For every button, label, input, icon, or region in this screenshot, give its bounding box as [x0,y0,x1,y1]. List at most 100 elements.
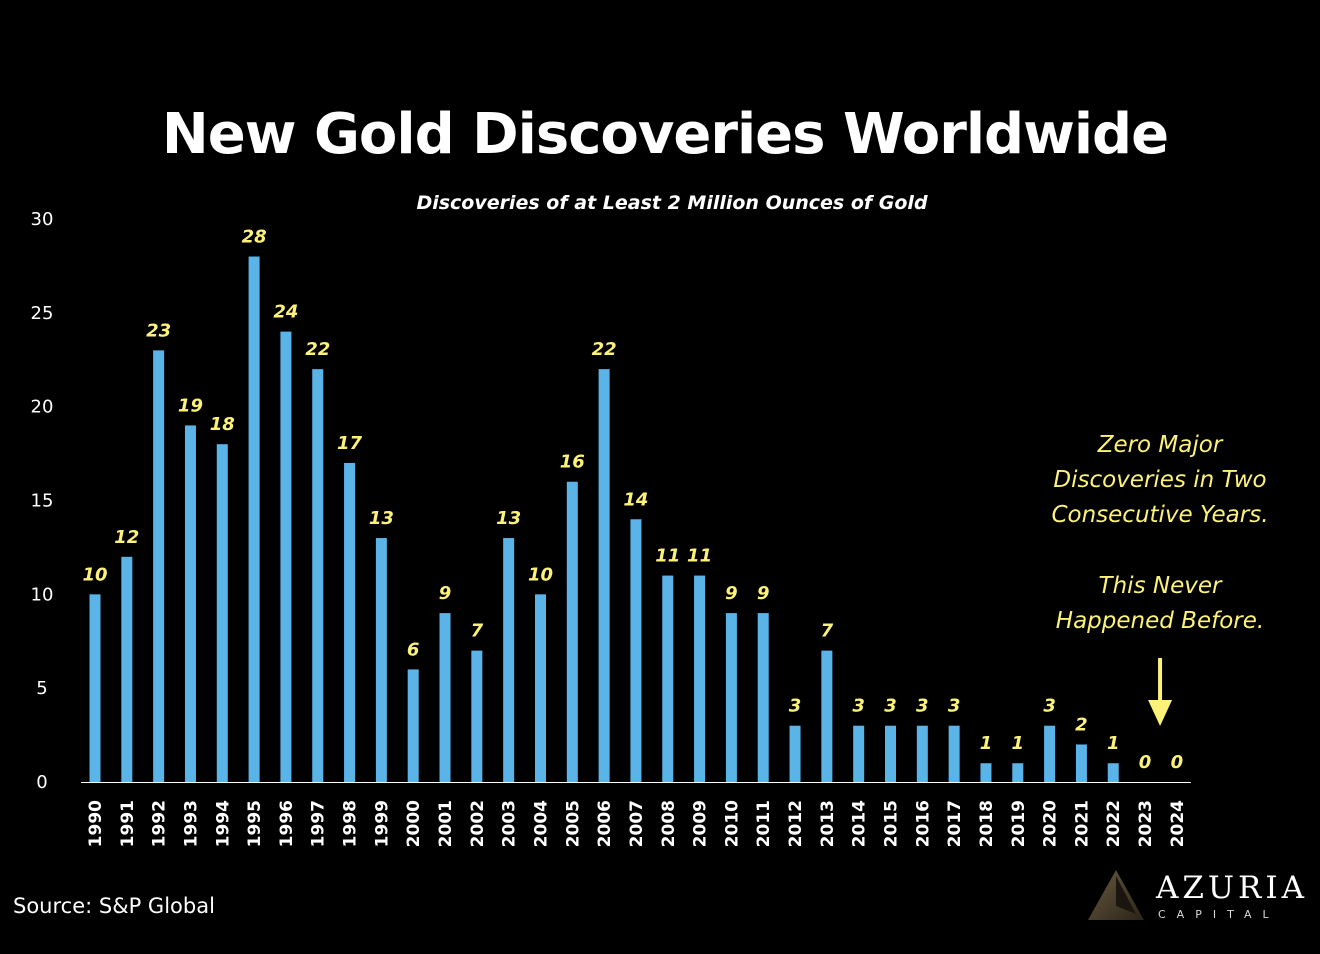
bar-1990 [89,594,101,782]
bar-2007 [630,519,642,782]
annotation-line: Consecutive Years. [1051,502,1269,528]
data-label-2002: 7 [471,621,484,642]
bar-1997 [312,369,324,782]
annotation-line: Discoveries in Two [1053,467,1267,493]
bar-2015 [885,725,896,782]
azuria-logo: AZURIA CAPITAL [1086,868,1311,924]
bar-1994 [216,444,228,782]
bar-2003 [503,538,515,782]
x-tick-label-2002: 2002 [468,800,488,847]
bar-2021 [1075,744,1087,782]
bar-1992 [153,350,165,782]
x-tick-label-2003: 2003 [500,800,520,847]
y-tick-label: 10 [31,584,54,605]
data-label-2021: 2 [1075,714,1088,735]
data-label-2024: 0 [1171,752,1184,773]
data-label-2003: 13 [496,508,521,529]
bar-2009 [694,575,706,782]
bar-1995 [248,256,260,782]
x-tick-label-1994: 1994 [213,800,233,847]
annotation-line: Zero Major [1097,432,1223,458]
data-label-2001: 9 [439,583,452,604]
data-label-2018: 1 [980,733,993,754]
bar-2011 [757,613,769,782]
x-tick-label-2004: 2004 [531,800,551,847]
bar-1991 [121,556,133,782]
y-tick-label: 20 [31,397,54,418]
data-label-2010: 9 [725,583,738,604]
source-note: Source: S&P Global [13,894,215,918]
x-tick-label-1998: 1998 [341,800,361,847]
data-label-2019: 1 [1012,733,1025,754]
bar-2018 [980,763,992,782]
data-label-2015: 3 [884,696,897,717]
data-label-2012: 3 [789,696,802,717]
data-label-1998: 17 [337,433,363,454]
x-tick-label-1993: 1993 [181,800,201,847]
data-label-1997: 22 [305,339,330,360]
x-tick-label-2008: 2008 [659,800,679,847]
x-tick-label-2018: 2018 [977,800,997,847]
annotation-line: Happened Before. [1055,608,1265,634]
x-tick-label-1992: 1992 [150,800,170,847]
x-tick-label-2011: 2011 [754,800,774,847]
bar-2005 [566,481,578,782]
y-tick-label: 15 [31,491,54,512]
data-label-2023: 0 [1139,752,1152,773]
x-tick-label-1990: 1990 [86,800,106,847]
x-tick-label-2016: 2016 [913,800,933,847]
x-tick-label-2013: 2013 [818,800,838,847]
x-tick-label-2006: 2006 [595,800,615,847]
bar-1993 [184,425,196,782]
logo-name: AZURIA [1156,870,1309,906]
chart-subtitle: Discoveries of at Least 2 Million Ounces… [416,192,928,214]
x-tick-label-2000: 2000 [404,800,424,847]
x-tick-label-1997: 1997 [309,800,329,847]
data-label-2011: 9 [757,583,770,604]
logo-subtitle: CAPITAL [1158,908,1280,921]
data-label-2020: 3 [1043,696,1056,717]
data-label-1990: 10 [82,564,107,585]
bar-1998 [344,462,356,782]
data-label-2017: 3 [948,696,961,717]
data-label-1995: 28 [242,227,267,248]
data-label-2007: 14 [623,489,648,510]
bar-2002 [471,650,483,782]
data-label-1993: 19 [178,395,203,416]
x-tick-label-2015: 2015 [882,800,902,847]
bar-1996 [280,331,292,782]
x-tick-label-1995: 1995 [245,800,265,847]
x-tick-label-2009: 2009 [691,800,711,847]
bar-2020 [1044,725,1056,782]
data-label-1991: 12 [114,527,139,548]
x-tick-label-2014: 2014 [850,800,870,847]
x-tick-label-1996: 1996 [277,800,297,847]
data-label-2022: 1 [1107,733,1120,754]
data-label-2014: 3 [852,696,865,717]
x-tick-label-2010: 2010 [722,800,742,847]
data-label-1999: 13 [369,508,394,529]
x-tick-label-2021: 2021 [1072,800,1092,847]
bar-2010 [725,613,737,782]
x-tick-label-2005: 2005 [563,800,583,847]
arrow-head [1148,700,1173,726]
data-label-2006: 22 [592,339,617,360]
y-axis: 0 5 10 15 20 25 30 [31,209,54,793]
y-tick-label: 0 [36,772,47,793]
x-axis: 1990 1991 1992 1993 1994 1995 1996 1997 1998 1999… [86,800,1188,847]
bar-2006 [598,369,610,782]
data-label-2005: 16 [560,452,585,473]
data-label-1996: 24 [273,302,298,323]
y-tick-label: 30 [31,209,54,230]
bar-2022 [1107,763,1119,782]
x-tick-label-2024: 2024 [1168,800,1188,847]
annotation-arrow-icon [1148,658,1173,726]
bar-2017 [948,725,960,782]
bar-2013 [821,650,833,782]
x-tick-label-1999: 1999 [372,800,392,847]
bar-2019 [1012,763,1024,782]
bar-2000 [407,669,419,782]
annotation-line: This Never [1098,573,1222,599]
